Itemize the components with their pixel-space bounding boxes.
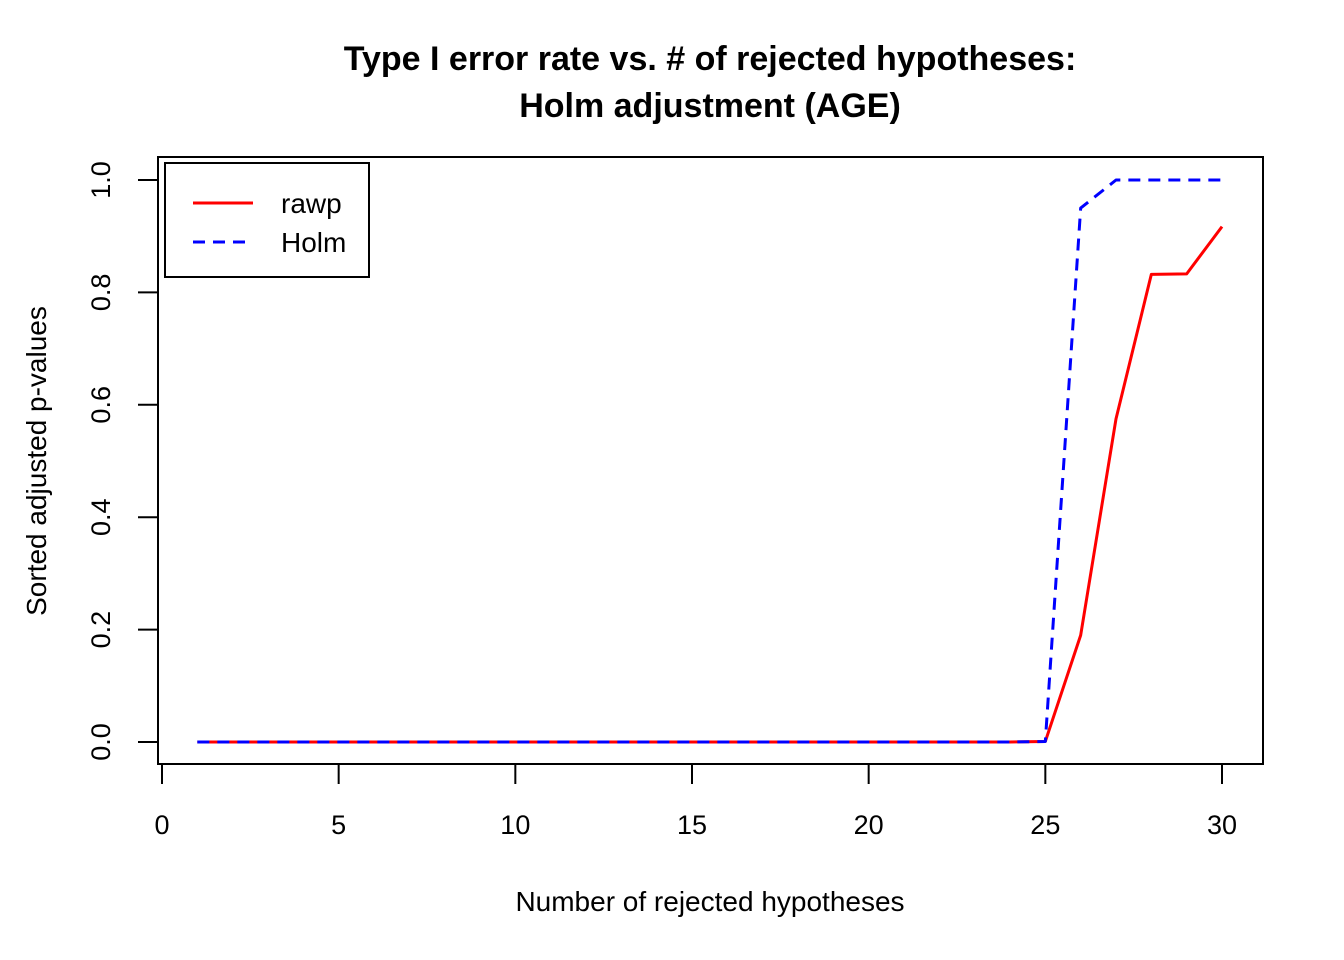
legend-label-rawp: rawp <box>281 188 342 219</box>
x-tick-label: 15 <box>677 810 707 840</box>
y-tick-label: 0.4 <box>86 498 116 536</box>
y-tick-label: 0.6 <box>86 386 116 424</box>
legend: rawp Holm <box>164 162 370 278</box>
legend-label-holm: Holm <box>281 227 346 258</box>
series-line-holm <box>197 178 1222 744</box>
y-tick-label: 1.0 <box>86 161 116 199</box>
legend-box <box>164 162 370 278</box>
chart-title: Type I error rate vs. # of rejected hypo… <box>344 40 1077 78</box>
x-tick-label: 0 <box>154 810 169 840</box>
series-layer <box>197 178 1224 744</box>
y-axis-label: Sorted adjusted p-values <box>21 306 52 616</box>
x-tick-label: 10 <box>500 810 530 840</box>
series-line-rawp <box>197 225 1224 744</box>
chart-subtitle: Holm adjustment (AGE) <box>519 87 901 125</box>
x-axis: 0 5 10 15 20 25 30 <box>154 763 1237 840</box>
x-tick-label: 5 <box>331 810 346 840</box>
x-tick-label: 20 <box>854 810 884 840</box>
x-axis-label: Number of rejected hypotheses <box>515 886 904 917</box>
x-tick-label: 30 <box>1207 810 1237 840</box>
y-tick-label: 0.0 <box>86 723 116 761</box>
x-tick-label: 25 <box>1030 810 1060 840</box>
y-axis: 0.0 0.2 0.4 0.6 0.8 1.0 <box>86 161 159 761</box>
y-tick-label: 0.2 <box>86 611 116 649</box>
y-tick-label: 0.8 <box>86 274 116 312</box>
